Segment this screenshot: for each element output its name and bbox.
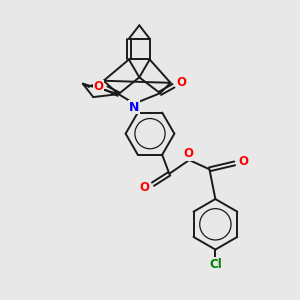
Text: O: O xyxy=(176,76,187,89)
Text: O: O xyxy=(184,147,194,161)
Text: Cl: Cl xyxy=(209,258,222,271)
Text: O: O xyxy=(94,80,103,93)
Text: O: O xyxy=(238,155,248,168)
Text: O: O xyxy=(140,181,150,194)
Text: N: N xyxy=(129,101,140,114)
